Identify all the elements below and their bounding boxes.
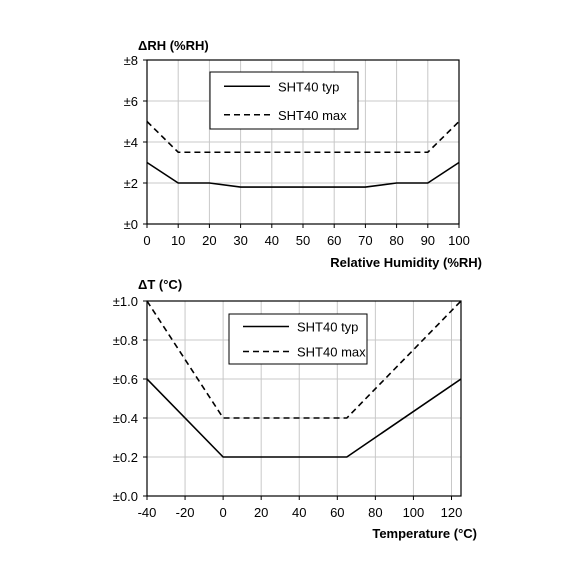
legend: SHT40 typ SHT40 max (228, 313, 368, 365)
x-tick-label: 0 (143, 233, 150, 248)
y-tick-label: ±2 (124, 176, 138, 191)
y-tick-label: ±6 (124, 94, 138, 109)
x-tick-label: 80 (389, 233, 403, 248)
x-tick-label: 100 (448, 233, 470, 248)
x-tick-label: 60 (327, 233, 341, 248)
x-axis: 0 10 20 30 40 50 60 70 80 90 100 (143, 224, 470, 248)
y-tick-label: ±4 (124, 135, 138, 150)
x-tick-label: 30 (233, 233, 247, 248)
series-typ-line (146, 378, 462, 458)
x-tick-label: 10 (171, 233, 185, 248)
legend-label: SHT40 max (278, 108, 347, 123)
x-tick-label: -20 (176, 505, 195, 520)
x-tick-label: -40 (138, 505, 157, 520)
y-axis: ±0.0 ±0.2 ±0.4 ±0.6 ±0.8 ±1.0 (113, 294, 147, 504)
temperature-accuracy-chart: -40 -20 0 20 40 60 80 100 120±0.0±0.2±0.4±0.6±0.… (113, 277, 477, 541)
x-tick-label: 80 (368, 505, 382, 520)
x-tick-label: 0 (220, 505, 227, 520)
y-tick-label: ±8 (124, 53, 138, 68)
x-tick-label: 50 (296, 233, 310, 248)
y-tick-label: ±0.2 (113, 450, 138, 465)
y-tick-label: ±0.4 (113, 411, 138, 426)
y-axis-label: ΔRH (%RH) (138, 38, 209, 53)
x-tick-label: 20 (202, 233, 216, 248)
legend-label: SHT40 max (297, 345, 366, 360)
x-tick-label: 60 (330, 505, 344, 520)
x-axis-label: Temperature (°C) (372, 526, 477, 541)
y-tick-label: ±0.6 (113, 372, 138, 387)
y-tick-label: ±1.0 (113, 294, 138, 309)
y-tick-label: ±0.8 (113, 333, 138, 348)
x-axis-label: Relative Humidity (%RH) (330, 255, 482, 270)
legend-label: SHT40 typ (297, 320, 358, 335)
series-max-line (146, 120, 460, 154)
x-axis: -40 -20 0 20 40 60 80 100 120 (138, 496, 463, 520)
x-tick-label: 120 (441, 505, 463, 520)
x-tick-label: 40 (265, 233, 279, 248)
series-typ-line (146, 161, 460, 188)
y-axis-label: ΔT (°C) (138, 277, 182, 292)
x-tick-label: 40 (292, 505, 306, 520)
legend: SHT40 typ SHT40 max (209, 71, 359, 130)
legend-label: SHT40 typ (278, 79, 339, 94)
legend-box (209, 71, 359, 130)
plot-frame (146, 300, 462, 497)
y-tick-label: ±0 (124, 217, 138, 232)
y-tick-label: ±0.0 (113, 489, 138, 504)
x-tick-label: 90 (421, 233, 435, 248)
x-tick-label: 20 (254, 505, 268, 520)
y-axis: ±0 ±2 ±4 ±6 ±8 (124, 53, 147, 232)
x-tick-label: 100 (403, 505, 425, 520)
series-max-line (146, 300, 462, 419)
legend-box (228, 313, 368, 365)
x-tick-label: 70 (358, 233, 372, 248)
